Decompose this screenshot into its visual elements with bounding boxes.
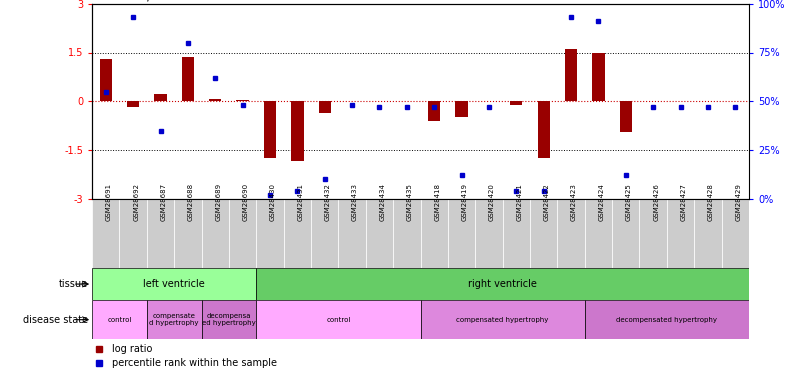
Text: GSM28421: GSM28421	[517, 183, 522, 221]
Text: control: control	[107, 316, 131, 322]
Text: control: control	[326, 316, 351, 322]
Bar	[421, 300, 585, 339]
Bar	[256, 268, 749, 300]
Text: GSM28426: GSM28426	[653, 183, 659, 221]
Text: GSM28691: GSM28691	[106, 183, 112, 221]
Bar	[175, 199, 202, 268]
Bar	[694, 199, 722, 268]
Bar	[366, 199, 393, 268]
Bar	[393, 199, 421, 268]
Text: percentile rank within the sample: percentile rank within the sample	[112, 358, 277, 368]
Text: compensate
d hypertrophy: compensate d hypertrophy	[150, 313, 199, 326]
Text: GSM28432: GSM28432	[324, 183, 331, 221]
Bar	[127, 101, 139, 107]
Bar	[264, 101, 276, 158]
Text: GSM28418: GSM28418	[434, 183, 441, 221]
Text: left ventricle: left ventricle	[143, 279, 205, 289]
Bar	[92, 268, 256, 300]
Text: compensated hypertrophy: compensated hypertrophy	[457, 316, 549, 322]
Bar	[620, 101, 632, 132]
Text: GSM28687: GSM28687	[160, 183, 167, 221]
Bar	[92, 300, 147, 339]
Text: decompensa
ed hypertrophy: decompensa ed hypertrophy	[202, 313, 256, 326]
Text: GSM28428: GSM28428	[708, 183, 714, 221]
Bar	[147, 199, 175, 268]
Text: GSM28689: GSM28689	[215, 183, 221, 221]
Text: GSM28425: GSM28425	[626, 183, 632, 221]
Text: GSM28430: GSM28430	[270, 183, 276, 221]
Text: GSM28427: GSM28427	[681, 183, 686, 221]
Bar	[155, 94, 167, 101]
Text: right ventricle: right ventricle	[469, 279, 537, 289]
Text: GSM28692: GSM28692	[133, 183, 139, 221]
Bar	[339, 199, 366, 268]
Bar	[209, 99, 221, 101]
Text: GSM28423: GSM28423	[571, 183, 577, 221]
Bar	[256, 300, 421, 339]
Bar	[256, 199, 284, 268]
Bar	[147, 300, 202, 339]
Text: GSM28429: GSM28429	[735, 183, 741, 221]
Bar	[565, 49, 578, 101]
Text: GSM28431: GSM28431	[297, 183, 304, 221]
Bar	[284, 199, 311, 268]
Bar	[557, 199, 585, 268]
Bar	[530, 199, 557, 268]
Bar	[236, 100, 249, 101]
Bar	[592, 53, 605, 101]
Text: GSM28422: GSM28422	[544, 183, 549, 221]
Bar	[537, 101, 549, 158]
Bar	[311, 199, 339, 268]
Bar	[585, 199, 612, 268]
Bar	[639, 199, 666, 268]
Bar	[612, 199, 639, 268]
Bar	[92, 199, 119, 268]
Text: GSM28419: GSM28419	[461, 183, 468, 221]
Bar	[229, 199, 256, 268]
Text: GSM28434: GSM28434	[380, 183, 385, 221]
Bar	[202, 199, 229, 268]
Bar	[182, 57, 194, 101]
Text: GDS742 / 3937: GDS742 / 3937	[92, 0, 187, 3]
Bar	[510, 101, 522, 105]
Bar	[722, 199, 749, 268]
Text: disease state: disease state	[23, 315, 88, 325]
Bar	[421, 199, 448, 268]
Text: GSM28424: GSM28424	[598, 183, 605, 221]
Bar	[503, 199, 530, 268]
Text: tissue: tissue	[59, 279, 88, 289]
Bar	[475, 199, 503, 268]
Text: GSM28433: GSM28433	[352, 183, 358, 221]
Text: log ratio: log ratio	[112, 344, 152, 354]
Bar	[428, 101, 441, 121]
Text: decompensated hypertrophy: decompensated hypertrophy	[616, 316, 718, 322]
Bar	[448, 199, 475, 268]
Bar	[319, 101, 331, 112]
Bar	[666, 199, 694, 268]
Text: GSM28688: GSM28688	[188, 183, 194, 221]
Bar	[456, 101, 468, 117]
Bar	[292, 101, 304, 161]
Bar	[99, 59, 112, 101]
Bar	[119, 199, 147, 268]
Text: GSM28420: GSM28420	[489, 183, 495, 221]
Text: GSM28690: GSM28690	[243, 183, 248, 221]
Bar	[202, 300, 256, 339]
Bar	[585, 300, 749, 339]
Text: GSM28435: GSM28435	[407, 183, 413, 221]
